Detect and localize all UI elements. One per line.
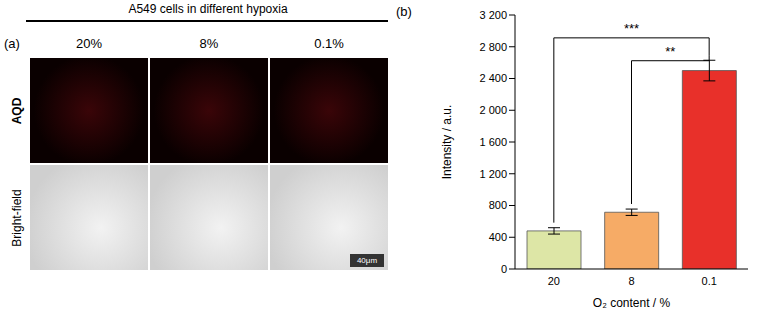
html-text:40μm: 40μm [356,256,378,265]
svg-text:3 200: 3 200 [479,9,507,21]
html-text:(b): (b) [396,4,412,19]
html-text:Bright-field: Bright-field [9,188,23,247]
svg-text:2 000: 2 000 [479,104,507,116]
html-text:A549 cells in different hypoxi: A549 cells in different hypoxia [128,2,288,16]
svg-text:1 600: 1 600 [479,136,507,148]
svg-text:800: 800 [489,199,507,211]
svg-text:1 200: 1 200 [479,168,507,180]
html-text:8%: 8% [199,36,219,51]
svg-text:0.1: 0.1 [702,275,717,287]
svg-text:2 400: 2 400 [479,72,507,84]
html-text:(a): (a) [4,36,20,51]
html-text:0.1%: 0.1% [314,36,344,51]
html-text:20%: 20% [76,36,102,51]
svg-text:Intensity / a.u.: Intensity / a.u. [440,105,454,180]
svg-text:**: ** [665,44,675,59]
svg-text:400: 400 [489,231,507,243]
svg-text:0: 0 [501,263,507,275]
html-text:AQD: AQD [9,97,23,124]
svg-text:8: 8 [628,275,634,287]
svg-text:***: *** [624,21,639,36]
svg-text:O₂ content / %: O₂ content / % [593,296,671,309]
svg-text:20: 20 [548,275,560,287]
svg-text:2 800: 2 800 [479,41,507,53]
